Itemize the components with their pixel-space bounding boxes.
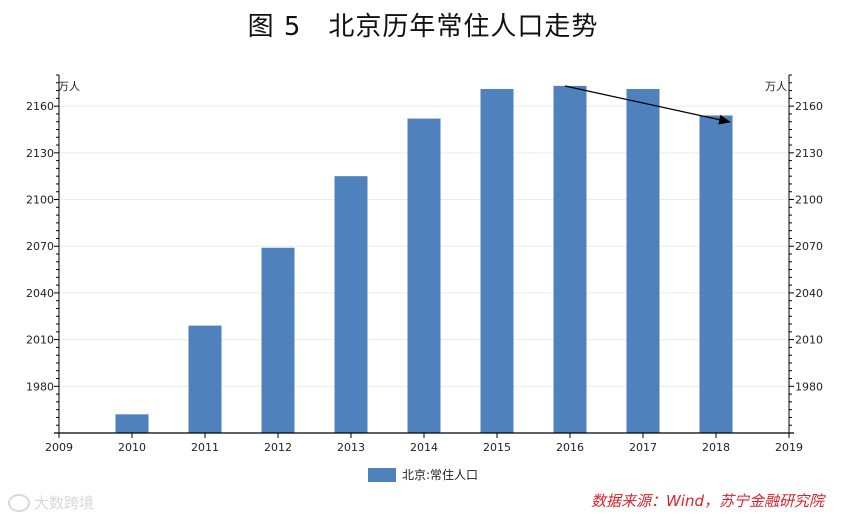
x-tick-label: 2013 — [337, 441, 365, 454]
bar-2014 — [407, 118, 441, 433]
x-tick-label: 2019 — [775, 441, 803, 454]
y-tick-label-left: 2100 — [26, 194, 54, 207]
y-axis-left-unit: 万人 — [58, 80, 80, 93]
x-tick-label: 2014 — [410, 441, 438, 454]
y-tick-label-left: 2130 — [26, 147, 54, 160]
y-axis-right-unit: 万人 — [765, 80, 787, 93]
x-tick-label: 2012 — [264, 441, 292, 454]
axes — [54, 74, 794, 438]
bar-2018 — [699, 115, 733, 433]
bar-2012 — [261, 247, 295, 433]
x-tick-label: 2015 — [483, 441, 511, 454]
y-axis-right-ticks: 1980 2010 2040 2070 2100 2130 2160 — [795, 100, 823, 393]
y-tick-label-right: 2160 — [795, 100, 823, 113]
y-tick-label-left: 2010 — [26, 334, 54, 347]
bar-2010 — [115, 414, 149, 433]
x-tick-label: 2016 — [556, 441, 584, 454]
bar-2016 — [553, 85, 587, 433]
y-tick-label-right: 2100 — [795, 194, 823, 207]
bar-2013 — [334, 176, 368, 433]
bars — [115, 85, 733, 433]
trend-arrow — [564, 85, 731, 125]
x-tick-label: 2011 — [191, 441, 219, 454]
legend-label: 北京:常住人口 — [402, 468, 479, 482]
y-tick-label-right: 1980 — [795, 380, 823, 393]
data-source: 数据来源：Wind，苏宁金融研究院 — [590, 492, 824, 510]
watermark-text: 大数跨境 — [34, 494, 95, 512]
y-axis-left-ticks: 1980 2010 2040 2070 2100 2130 2160 — [26, 100, 54, 393]
bar-2011 — [188, 325, 222, 433]
y-tick-label-right: 2070 — [795, 240, 823, 253]
bar-2015 — [480, 89, 514, 433]
y-tick-label-right: 2130 — [795, 147, 823, 160]
x-tick-label: 2018 — [702, 441, 730, 454]
y-tick-label-right: 2010 — [795, 334, 823, 347]
chart-title: 图 5 北京历年常住人口走势 — [247, 12, 599, 42]
y-tick-label-left: 2040 — [26, 287, 54, 300]
y-tick-label-left: 2070 — [26, 240, 54, 253]
y-tick-label-right: 2040 — [795, 287, 823, 300]
x-tick-label: 2009 — [45, 441, 73, 454]
bar-2017 — [626, 89, 660, 433]
x-tick-label: 2017 — [629, 441, 657, 454]
y-tick-label-left: 2160 — [26, 100, 54, 113]
x-tick-label: 2010 — [118, 441, 146, 454]
legend: 北京:常住人口 — [368, 466, 478, 483]
watermark-logo-icon — [8, 493, 30, 512]
legend-swatch — [368, 467, 396, 482]
y-tick-label-left: 1980 — [26, 380, 54, 393]
x-axis-ticks: 2009 2010 2011 2012 2013 2014 2015 2016 2017 2018… — [45, 441, 803, 454]
watermark: 大数跨境 — [8, 492, 94, 513]
